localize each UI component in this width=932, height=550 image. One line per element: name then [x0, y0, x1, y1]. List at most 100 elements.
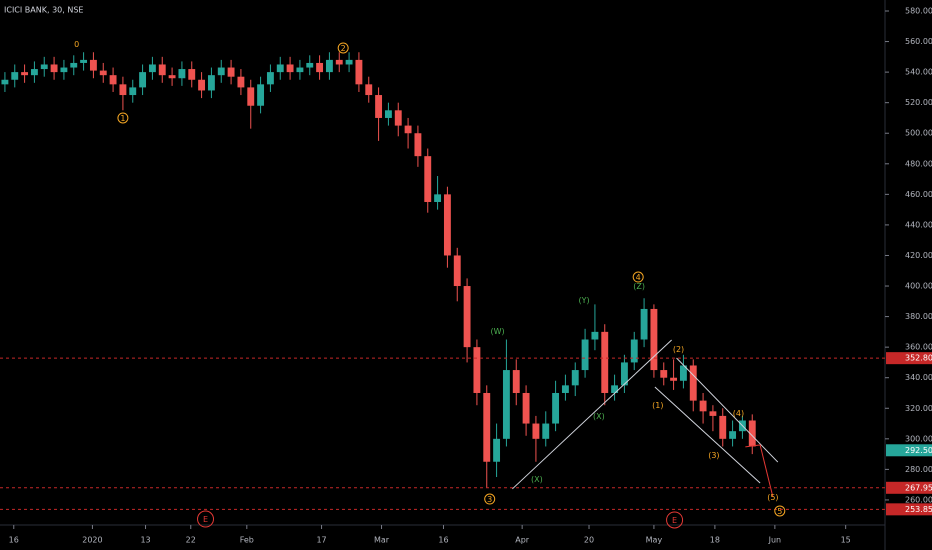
wave-label: 5 [777, 507, 782, 516]
candle-body [630, 339, 638, 363]
candle-body [561, 385, 569, 393]
candle-body [719, 415, 727, 439]
wave-circle [197, 510, 215, 528]
x-tick-label: Feb [240, 536, 254, 545]
candle-body [21, 72, 29, 76]
y-tick-label: 340.00 [905, 373, 932, 382]
candle-body [325, 59, 333, 73]
price-label: 253.85 [905, 505, 932, 514]
candle-body [463, 286, 471, 348]
trendline [676, 357, 779, 463]
candle-body [80, 59, 88, 63]
candle-body [148, 64, 156, 73]
x-tick-label: 13 [140, 536, 150, 545]
candle-body [532, 423, 540, 439]
wave-label: (3) [708, 451, 719, 460]
wave-circle [117, 112, 129, 124]
candle-body [11, 72, 19, 80]
candle-body [198, 79, 206, 91]
wave-label: (X) [593, 412, 605, 421]
candle-body [119, 84, 127, 96]
candle-body [679, 365, 687, 381]
candle-body [89, 59, 97, 71]
candle-body [99, 70, 107, 76]
candle-body [375, 95, 383, 118]
x-tick-label: 22 [186, 536, 196, 545]
candle-body [729, 431, 737, 439]
candle-body [434, 194, 442, 202]
candle-body [611, 385, 619, 393]
candle-body [276, 64, 284, 73]
price-label-bg [886, 444, 932, 457]
candle-body [109, 75, 117, 85]
wave-label: 4 [636, 273, 641, 282]
price-label-bg [886, 503, 932, 516]
candle-body [414, 133, 422, 157]
candle-body [335, 59, 343, 65]
candle-body [306, 62, 314, 68]
x-tick-label: 18 [710, 536, 720, 545]
candle-body [60, 67, 68, 73]
candle-body [296, 67, 304, 73]
wave-label: (W) [490, 327, 504, 336]
candle-body [129, 87, 137, 96]
candle-body [473, 347, 481, 393]
x-tick-label: Mar [374, 536, 390, 545]
y-tick-label: 280.00 [905, 465, 932, 474]
candle-body [689, 365, 697, 401]
candle-body [581, 339, 589, 371]
candle-body [257, 84, 265, 106]
x-tick-label: 17 [316, 536, 326, 545]
price-label: 267.95 [905, 483, 932, 492]
x-tick-label: May [646, 536, 663, 545]
x-tick-label: 16 [9, 536, 19, 545]
trendline [745, 444, 774, 498]
y-tick-label: 540.00 [905, 68, 932, 77]
candle-body [70, 62, 78, 68]
y-tick-label: 460.00 [905, 190, 932, 199]
wave-circle [337, 42, 349, 54]
wave-circle [484, 493, 496, 505]
candle-body [670, 377, 678, 381]
candle-body [355, 59, 363, 85]
candle-body [227, 67, 235, 77]
trendline [654, 386, 761, 484]
candle-body [158, 64, 166, 76]
candle-body [522, 392, 530, 424]
candle-body [502, 370, 510, 439]
candle-body [188, 69, 196, 80]
wave-label: 3 [487, 495, 492, 504]
y-tick-label: 560.00 [905, 37, 932, 46]
x-tick-label: Apr [515, 536, 530, 545]
candle-body [493, 438, 501, 462]
price-label-bg [886, 352, 932, 365]
candle-body [542, 423, 550, 439]
y-tick-label: 440.00 [905, 220, 932, 229]
y-tick-label: 520.00 [905, 98, 932, 107]
x-tick-label: 2020 [82, 536, 102, 545]
wave-label: 2 [341, 44, 346, 53]
chart-title: ICICI BANK, 30, NSE [4, 6, 83, 15]
candle-body [640, 308, 648, 340]
wave-label: (X) [531, 475, 543, 484]
candle-body [1, 79, 9, 85]
candle-body [748, 420, 756, 447]
candle-body [571, 370, 579, 386]
candle-body [552, 392, 560, 424]
wave-label: (2) [673, 345, 684, 354]
x-tick-label: Jun [768, 536, 782, 545]
y-tick-label: 380.00 [905, 312, 932, 321]
candle-body [247, 87, 255, 106]
candle-body [709, 411, 717, 416]
y-tick-label: 580.00 [905, 7, 932, 16]
candle-body [316, 62, 324, 73]
x-tick-label: 20 [584, 536, 594, 545]
wave-label: (4) [733, 409, 744, 418]
wave-circle [774, 505, 786, 517]
candle-body [650, 308, 658, 371]
wave-label: E [203, 515, 208, 524]
candle-body [404, 125, 412, 134]
y-tick-label: 300.00 [905, 434, 932, 443]
wave-circle [632, 271, 644, 283]
